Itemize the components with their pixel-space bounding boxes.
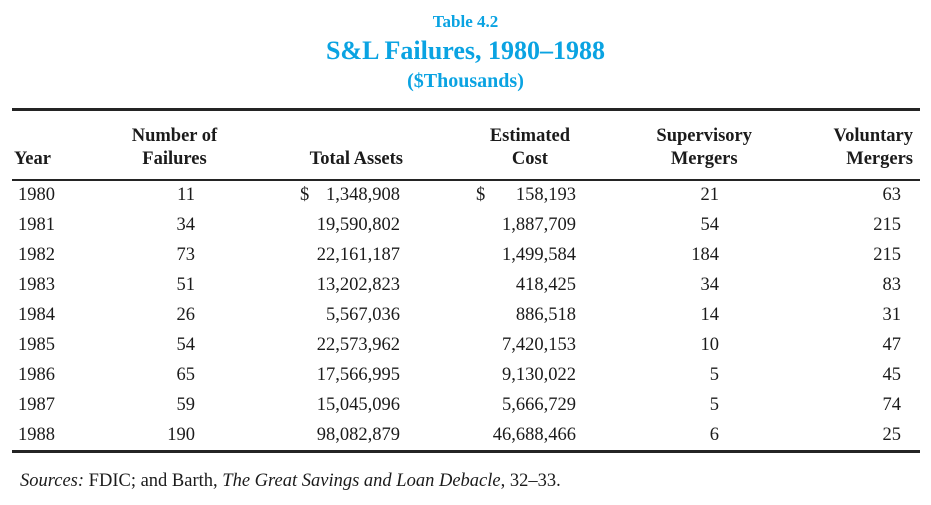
header-total-assets: Total Assets — [309, 149, 403, 169]
table-row: 1984 26 5,567,036 886,518 14 31 — [12, 301, 920, 331]
cell-failures: 59 — [176, 394, 196, 415]
dollar-sign: $ — [300, 185, 310, 206]
cell-failures: 190 — [167, 424, 195, 445]
cell-supervisory-mergers: 6 — [709, 424, 719, 445]
cell-year: 1985 — [18, 334, 55, 355]
cell-voluntary-mergers: 63 — [882, 185, 902, 206]
cell-total-assets: 22,573,962 — [316, 334, 400, 355]
cell-failures: 26 — [176, 305, 196, 325]
cell-estimated-cost: 9,130,022 — [502, 364, 576, 385]
failures-table: Year Number of Failures Total Assets Esti… — [12, 108, 920, 453]
cell-year: 1983 — [18, 275, 55, 296]
header-voluntary-mergers: Voluntary Mergers — [833, 126, 913, 169]
cell-supervisory-mergers: 54 — [700, 215, 720, 236]
book-title: The Great Savings and Loan Debacle — [222, 471, 501, 492]
cell-voluntary-mergers: 31 — [882, 305, 902, 325]
cell-estimated-cost: $158,193 — [476, 185, 576, 206]
cell-voluntary-mergers: 83 — [882, 275, 902, 296]
cell-voluntary-mergers: 45 — [882, 364, 902, 385]
cell-estimated-cost: 418,425 — [515, 275, 576, 296]
cell-total-assets: 15,045,096 — [316, 394, 400, 415]
table-header-row: Year Number of Failures Total Assets Esti… — [12, 109, 920, 180]
table-row: 1986 65 17,566,995 9,130,022 5 45 — [12, 360, 920, 390]
cell-year: 1982 — [18, 245, 55, 266]
cell-failures: 34 — [176, 215, 196, 236]
dollar-sign: $ — [476, 185, 486, 206]
cell-supervisory-mergers: 5 — [709, 364, 719, 385]
cell-supervisory-mergers: 21 — [700, 185, 720, 206]
cell-total-assets: 5,567,036 — [326, 305, 400, 325]
header-estimated-cost: Estimated Cost — [489, 126, 570, 169]
table-row: 1981 34 19,590,802 1,887,709 54 215 — [12, 211, 920, 241]
cell-supervisory-mergers: 184 — [691, 245, 719, 266]
cell-voluntary-mergers: 47 — [882, 334, 902, 355]
cell-year: 1981 — [18, 215, 55, 236]
cell-estimated-cost: 1,499,584 — [502, 245, 576, 266]
table-title-block: Table 4.2 S&L Failures, 1980–1988 ($Thou… — [0, 0, 931, 94]
table-row: 1982 73 22,161,187 1,499,584 184 215 — [12, 241, 920, 271]
cell-supervisory-mergers: 5 — [709, 394, 719, 415]
cell-estimated-cost: 46,688,466 — [492, 424, 576, 445]
table-row: 1983 51 13,202,823 418,425 34 83 — [12, 271, 920, 301]
sources-note: Sources: FDIC; and Barth, The Great Savi… — [20, 471, 561, 492]
table-body: 1980 11 $1,348,908 $158,193 21 63 1981 3… — [12, 180, 920, 452]
cell-estimated-cost: 1,887,709 — [502, 215, 576, 236]
table-row: 1980 11 $1,348,908 $158,193 21 63 — [12, 180, 920, 211]
sources-label: Sources: — [20, 471, 85, 492]
cell-estimated-cost: 5,666,729 — [502, 394, 576, 415]
cell-voluntary-mergers: 215 — [873, 215, 901, 236]
cell-estimated-cost: 7,420,153 — [502, 334, 576, 355]
table-title: S&L Failures, 1980–1988 — [325, 36, 606, 65]
header-supervisory-mergers: Supervisory Mergers — [656, 126, 752, 169]
cell-year: 1987 — [18, 394, 55, 415]
cell-total-assets: 13,202,823 — [316, 275, 400, 296]
table-units-subtitle: ($Thousands) — [407, 70, 524, 92]
table-row: 1985 54 22,573,962 7,420,153 10 47 — [12, 330, 920, 360]
cell-year: 1984 — [18, 305, 55, 325]
header-year: Year — [14, 149, 51, 169]
cell-year: 1988 — [18, 424, 55, 445]
table-number-label: Table 4.2 — [432, 12, 499, 31]
cell-total-assets: 19,590,802 — [316, 215, 400, 236]
cell-total-assets: 17,566,995 — [316, 364, 400, 385]
cell-total-assets: 98,082,879 — [316, 424, 400, 445]
cell-total-assets: $1,348,908 — [300, 185, 400, 206]
cell-year: 1980 — [18, 185, 55, 206]
table-row: 1987 59 15,045,096 5,666,729 5 74 — [12, 390, 920, 420]
cell-year: 1986 — [18, 364, 55, 385]
cell-failures: 65 — [176, 364, 196, 385]
cell-failures: 51 — [176, 275, 196, 296]
cell-total-assets: 22,161,187 — [316, 245, 400, 266]
cell-failures: 54 — [176, 334, 196, 355]
cell-supervisory-mergers: 34 — [700, 275, 720, 296]
data-table-wrapper: Year Number of Failures Total Assets Esti… — [12, 108, 920, 453]
cell-voluntary-mergers: 25 — [882, 424, 902, 445]
header-number-of-failures: Number of Failures — [131, 126, 218, 169]
cell-supervisory-mergers: 10 — [700, 334, 720, 355]
cell-estimated-cost: 886,518 — [515, 305, 576, 325]
cell-voluntary-mergers: 215 — [873, 245, 901, 266]
cell-supervisory-mergers: 14 — [700, 305, 720, 325]
table-row: 1988 190 98,082,879 46,688,466 6 25 — [12, 420, 920, 451]
cell-failures: 11 — [177, 185, 195, 206]
cell-voluntary-mergers: 74 — [882, 394, 902, 415]
cell-failures: 73 — [176, 245, 196, 266]
